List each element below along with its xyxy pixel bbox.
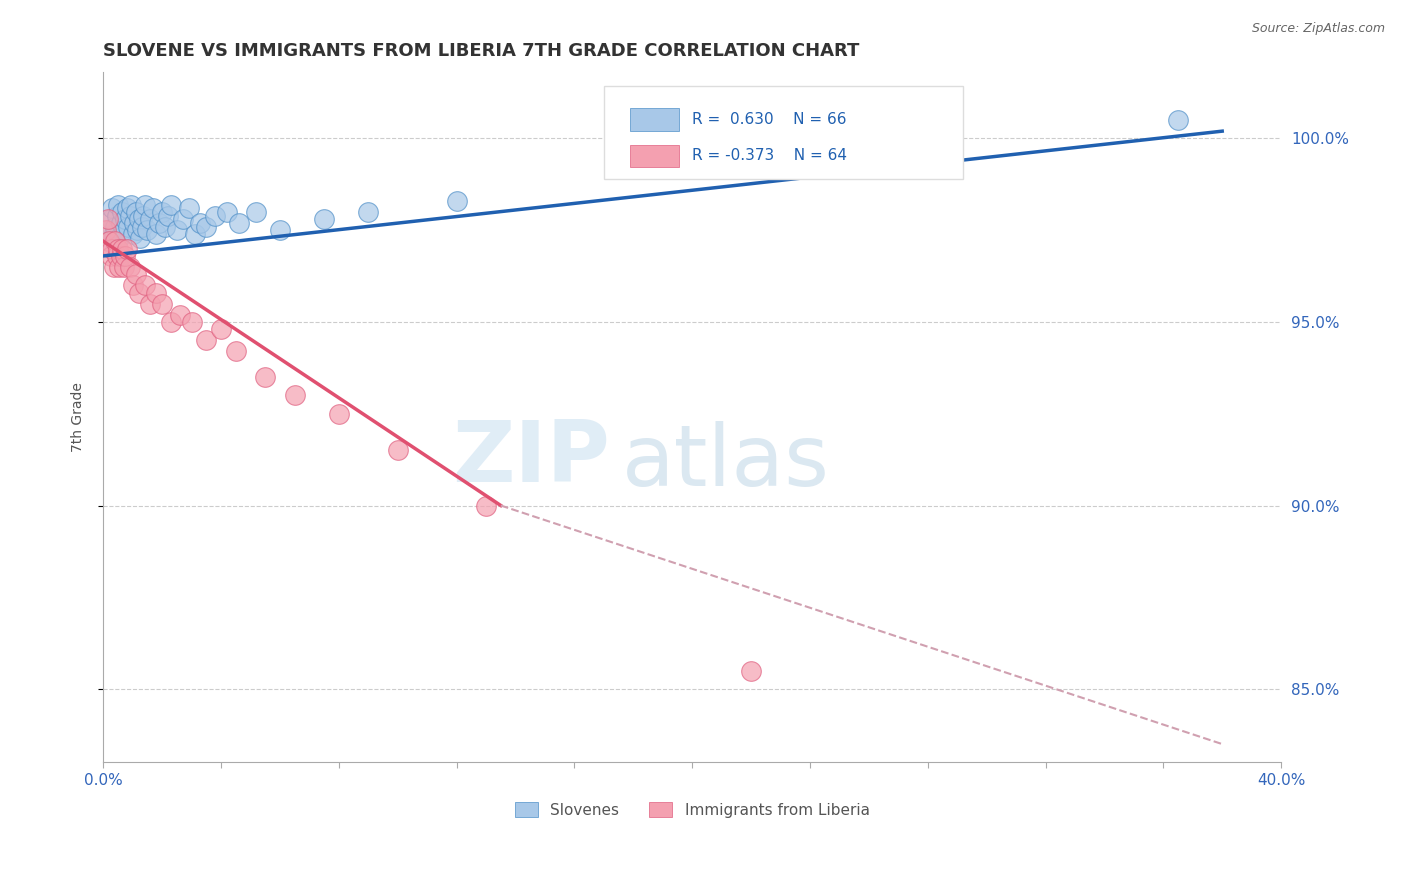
- Point: [125, 205, 148, 219]
- Point: [145, 285, 167, 300]
- Point: [128, 285, 150, 300]
- Point: [103, 260, 125, 274]
- Point: [195, 334, 218, 348]
- Point: [114, 249, 136, 263]
- Point: [121, 227, 143, 241]
- Point: [228, 216, 250, 230]
- Point: [160, 315, 183, 329]
- Point: [101, 201, 124, 215]
- Point: [139, 296, 162, 310]
- Point: [284, 388, 307, 402]
- Text: R = -0.373    N = 64: R = -0.373 N = 64: [692, 148, 848, 163]
- Point: [114, 212, 136, 227]
- Point: [98, 223, 121, 237]
- Point: [142, 201, 165, 215]
- Point: [180, 315, 202, 329]
- Text: SLOVENE VS IMMIGRANTS FROM LIBERIA 7TH GRADE CORRELATION CHART: SLOVENE VS IMMIGRANTS FROM LIBERIA 7TH G…: [103, 42, 859, 60]
- Point: [125, 268, 148, 282]
- Point: [245, 205, 267, 219]
- Point: [127, 223, 149, 237]
- Point: [160, 197, 183, 211]
- Point: [150, 296, 173, 310]
- Point: [104, 234, 127, 248]
- Point: [314, 212, 336, 227]
- Point: [131, 219, 153, 234]
- Point: [134, 197, 156, 211]
- Point: [195, 219, 218, 234]
- Text: atlas: atlas: [621, 421, 830, 504]
- Text: R =  0.630    N = 66: R = 0.630 N = 66: [692, 112, 846, 127]
- Point: [357, 205, 380, 219]
- Legend: Slovenes, Immigrants from Liberia: Slovenes, Immigrants from Liberia: [509, 796, 876, 824]
- Point: [103, 227, 125, 241]
- Bar: [630, 108, 679, 131]
- Point: [190, 216, 212, 230]
- Point: [121, 278, 143, 293]
- Point: [105, 249, 128, 263]
- Point: [118, 260, 141, 274]
- Point: [107, 242, 129, 256]
- Point: [387, 443, 409, 458]
- Point: [215, 205, 238, 219]
- Point: [97, 212, 120, 227]
- Point: [111, 242, 134, 256]
- Point: [136, 223, 159, 237]
- Point: [139, 212, 162, 227]
- Point: [101, 242, 124, 256]
- Point: [96, 223, 118, 237]
- Text: Source: ZipAtlas.com: Source: ZipAtlas.com: [1251, 22, 1385, 36]
- Point: [118, 209, 141, 223]
- Point: [100, 212, 122, 227]
- Point: [111, 205, 134, 219]
- Point: [177, 201, 200, 215]
- Point: [172, 212, 194, 227]
- Point: [128, 212, 150, 227]
- Point: [112, 260, 135, 274]
- Point: [209, 322, 232, 336]
- Point: [157, 209, 180, 223]
- Point: [446, 194, 468, 208]
- Bar: [630, 145, 679, 168]
- Point: [269, 223, 291, 237]
- Point: [254, 370, 277, 384]
- Point: [166, 223, 188, 237]
- Point: [122, 216, 145, 230]
- Point: [134, 278, 156, 293]
- Point: [225, 344, 247, 359]
- Point: [110, 216, 132, 230]
- Point: [104, 219, 127, 234]
- Point: [107, 197, 129, 211]
- Point: [740, 664, 762, 678]
- Point: [129, 230, 152, 244]
- Point: [1167, 113, 1189, 128]
- Point: [204, 209, 226, 223]
- Point: [148, 216, 170, 230]
- Point: [108, 260, 131, 274]
- Point: [112, 223, 135, 237]
- Point: [97, 234, 120, 248]
- Point: [98, 234, 121, 248]
- Point: [183, 227, 205, 241]
- Point: [108, 230, 131, 244]
- Point: [110, 249, 132, 263]
- Text: ZIP: ZIP: [451, 417, 610, 500]
- Point: [169, 308, 191, 322]
- Point: [153, 219, 176, 234]
- Point: [145, 227, 167, 241]
- Point: [105, 209, 128, 223]
- Point: [115, 201, 138, 215]
- Point: [117, 219, 139, 234]
- Point: [120, 197, 142, 211]
- Point: [115, 242, 138, 256]
- Point: [132, 209, 155, 223]
- Point: [475, 499, 498, 513]
- Point: [150, 205, 173, 219]
- Point: [328, 407, 350, 421]
- FancyBboxPatch shape: [603, 87, 963, 179]
- Y-axis label: 7th Grade: 7th Grade: [72, 383, 86, 452]
- Point: [100, 249, 122, 263]
